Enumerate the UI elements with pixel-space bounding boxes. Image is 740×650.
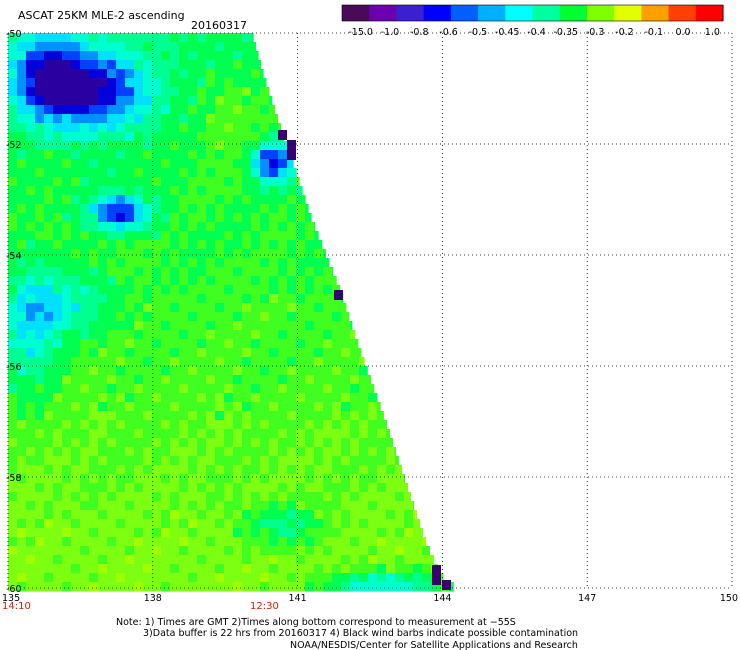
color-scale-segment: [532, 5, 561, 21]
color-scale-label: -0.5: [469, 27, 488, 38]
color-scale-label: -0.4: [527, 27, 546, 38]
note-line-3: NOAA/NESDIS/Center for Satellite Applica…: [290, 640, 578, 650]
longitude-labels: 135 138 141 144 147 150: [2, 593, 738, 604]
scatterometer-field: [8, 33, 454, 592]
longitude-tick-label: 147: [578, 593, 596, 604]
time-label-mid: 12:30: [250, 601, 279, 612]
latitude-tick-label: -54: [6, 251, 22, 262]
color-scale-label: -0.2: [615, 27, 634, 38]
color-scale-segment: [668, 5, 697, 21]
color-scale-segment: [396, 5, 425, 21]
color-scale-segment: [369, 5, 398, 21]
color-scale-label: -0.45: [495, 27, 520, 38]
color-scale-label: 0.0: [675, 27, 690, 38]
product-title: ASCAT 25KM MLE-2 ascending: [18, 9, 185, 22]
note-line-1: Note: 1) Times are GMT 2)Times along bot…: [116, 617, 516, 628]
time-label-start: 14:10: [2, 601, 31, 612]
color-scale-labels: -15.0 -1.0 -0.8 -0.6 -0.5 -0.45 -0.4 -0.35 -0.3-…: [348, 27, 720, 38]
latitude-labels: -50 -52 -54 -56 -58 -60: [6, 29, 22, 595]
color-scale-segment: [342, 5, 370, 21]
color-scale-label: -0.8: [410, 27, 429, 38]
color-scale-segment: [641, 5, 670, 21]
longitude-tick-label: 150: [720, 593, 738, 604]
color-scale-label: -15.0: [348, 27, 373, 38]
color-scale-segment: [614, 5, 642, 21]
latitude-tick-label: -52: [6, 140, 22, 151]
color-scale-segment: [559, 5, 588, 21]
latitude-tick-label: -58: [6, 473, 22, 484]
color-scale-label: -0.1: [644, 27, 663, 38]
color-scale-segment: [478, 5, 506, 21]
color-scale-label: -0.35: [554, 27, 579, 38]
latitude-tick-label: -56: [6, 362, 22, 373]
longitude-tick-label: 135: [2, 593, 20, 604]
latitude-tick-label: -50: [6, 29, 22, 40]
color-scale-segment: [450, 5, 479, 21]
color-scale-label: 1.0: [705, 27, 720, 38]
note-line-2: 3)Data buffer is 22 hrs from 20160317 4)…: [143, 628, 578, 639]
color-scale-label: -1.0: [381, 27, 400, 38]
longitude-tick-label: 138: [144, 593, 162, 604]
graticule: [7, 32, 733, 589]
date-label: 20160317: [191, 19, 247, 32]
color-scale-label: -0.3: [586, 27, 605, 38]
color-scale-bar: [341, 4, 724, 22]
longitude-tick-label: 144: [433, 593, 451, 604]
color-scale-segment: [586, 5, 615, 21]
color-scale-segment: [423, 5, 452, 21]
color-scale-label: -0.6: [439, 27, 458, 38]
color-scale-segment: [505, 5, 534, 21]
longitude-tick-label: 141: [289, 593, 307, 604]
color-scale-segment: [695, 5, 724, 21]
latitude-tick-label: -60: [6, 584, 22, 595]
